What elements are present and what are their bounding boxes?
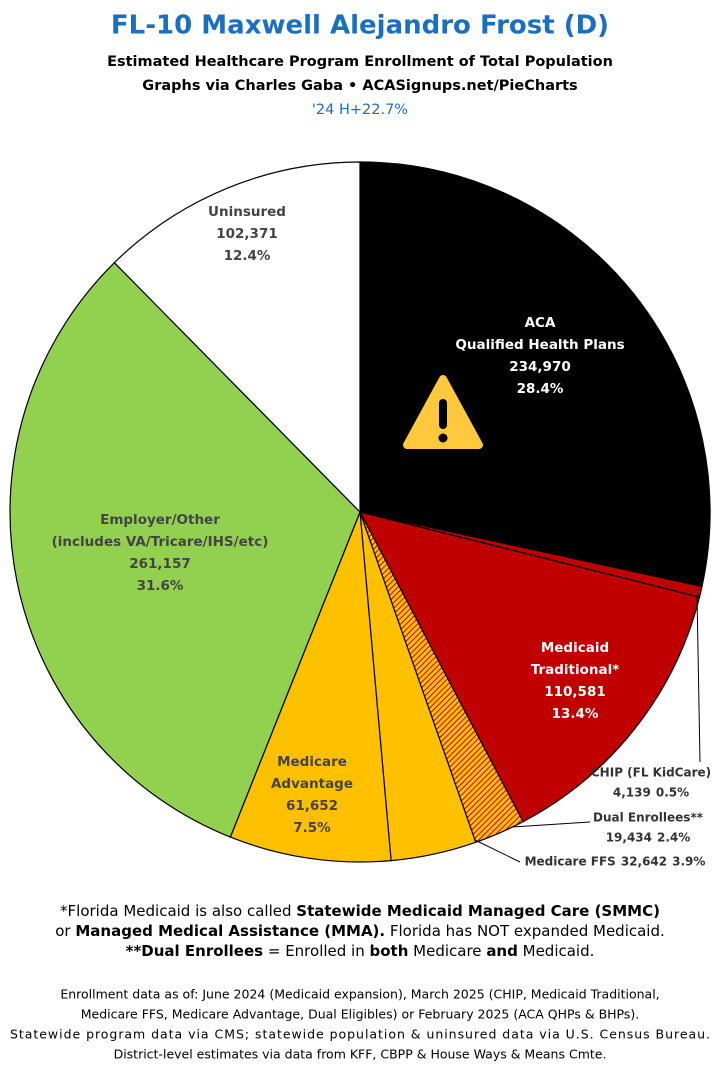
- percent-label: 3.9%: [672, 855, 705, 869]
- footnote-part: Medicaid.: [518, 942, 595, 960]
- percent-label: 31.6%: [137, 578, 184, 594]
- footnote-part: Florida has NOT expanded Medicaid.: [385, 922, 665, 940]
- subtitle: '24 H+22.7%: [312, 102, 408, 118]
- slice-label: ACA: [525, 315, 556, 331]
- slice-label: Advantage: [271, 776, 353, 792]
- slice-label: Medicare FFS: [525, 855, 616, 869]
- pie-slice: [358, 511, 701, 823]
- percent-label: 13.4%: [552, 706, 599, 722]
- pie-slice: [9, 261, 361, 838]
- percent-label: 28.4%: [517, 381, 564, 397]
- slice-label: Uninsured: [208, 204, 286, 220]
- pie-slice: [113, 161, 361, 514]
- leader-lines: [474, 593, 701, 863]
- slice-label: Dual Enrollees**: [593, 811, 704, 825]
- value-label: 110,581: [544, 684, 606, 700]
- notes: *Florida Medicaid is also called Statewi…: [10, 902, 710, 1062]
- value-label: 19,434: [606, 831, 652, 845]
- slice-label: Medicare: [277, 754, 347, 770]
- value-label: 102,371: [216, 226, 278, 242]
- value-label: 261,157: [129, 556, 191, 572]
- footnote-part: and: [486, 942, 518, 960]
- percent-label: 7.5%: [293, 820, 331, 836]
- footnote-part: both: [370, 942, 409, 960]
- slice-label: Traditional*: [531, 662, 620, 678]
- pie: [9, 161, 711, 863]
- subtitle: Graphs via Charles Gaba • ACASignups.net…: [142, 78, 577, 94]
- value-label: 4,139: [613, 786, 651, 800]
- footnote: **Dual Enrollees = Enrolled in both Medi…: [126, 942, 595, 960]
- footnote: or Managed Medical Assistance (MMA). Flo…: [55, 922, 665, 940]
- pie-slice: [359, 161, 711, 588]
- slice-label: Qualified Health Plans: [455, 337, 624, 353]
- warning-icon: [403, 375, 483, 449]
- percent-label: 0.5%: [656, 786, 689, 800]
- source-note: Statewide program data via CMS; statewid…: [10, 1027, 710, 1042]
- leader-line: [696, 593, 701, 763]
- slice-label: Employer/Other: [100, 512, 220, 528]
- footnote-part: Statewide Medicaid Managed Care (SMMC): [296, 902, 660, 920]
- source-note: District-level estimates via data from K…: [114, 1047, 607, 1062]
- chart-title: FL-10 Maxwell Alejandro Frost (D): [111, 11, 609, 41]
- footnote: *Florida Medicaid is also called Statewi…: [60, 902, 660, 920]
- percent-label: 2.4%: [657, 831, 690, 845]
- slice-label: Medicaid: [541, 640, 609, 656]
- value-label: 61,652: [286, 798, 338, 814]
- source-note: Medicare FFS, Medicare Advantage, Dual E…: [81, 1007, 639, 1022]
- value-label: 234,970: [509, 359, 571, 375]
- leader-line: [511, 821, 591, 828]
- pie-slice: [229, 511, 392, 863]
- value-label: 32,642: [621, 855, 667, 869]
- slice-label: (includes VA/Tricare/IHS/etc): [52, 534, 269, 550]
- footnote-part: *Florida Medicaid is also called: [60, 902, 296, 920]
- percent-label: 12.4%: [224, 248, 271, 264]
- source-note: Enrollment data as of: June 2024 (Medica…: [60, 987, 659, 1002]
- footnote-part: Medicare: [408, 942, 486, 960]
- leader-line: [474, 839, 521, 863]
- slice-label: CHIP (FL KidCare): [591, 766, 711, 780]
- footnote-part: = Enrolled in: [263, 942, 369, 960]
- footnote-part: Managed Medical Assistance (MMA).: [75, 922, 385, 940]
- labels: ACA Qualified Health Plans 234,970 28.4% CHI…: [52, 204, 712, 869]
- footnote-part: or: [55, 922, 75, 940]
- subtitle: Estimated Healthcare Program Enrollment …: [107, 54, 613, 70]
- footnote-part: **Dual Enrollees: [126, 942, 264, 960]
